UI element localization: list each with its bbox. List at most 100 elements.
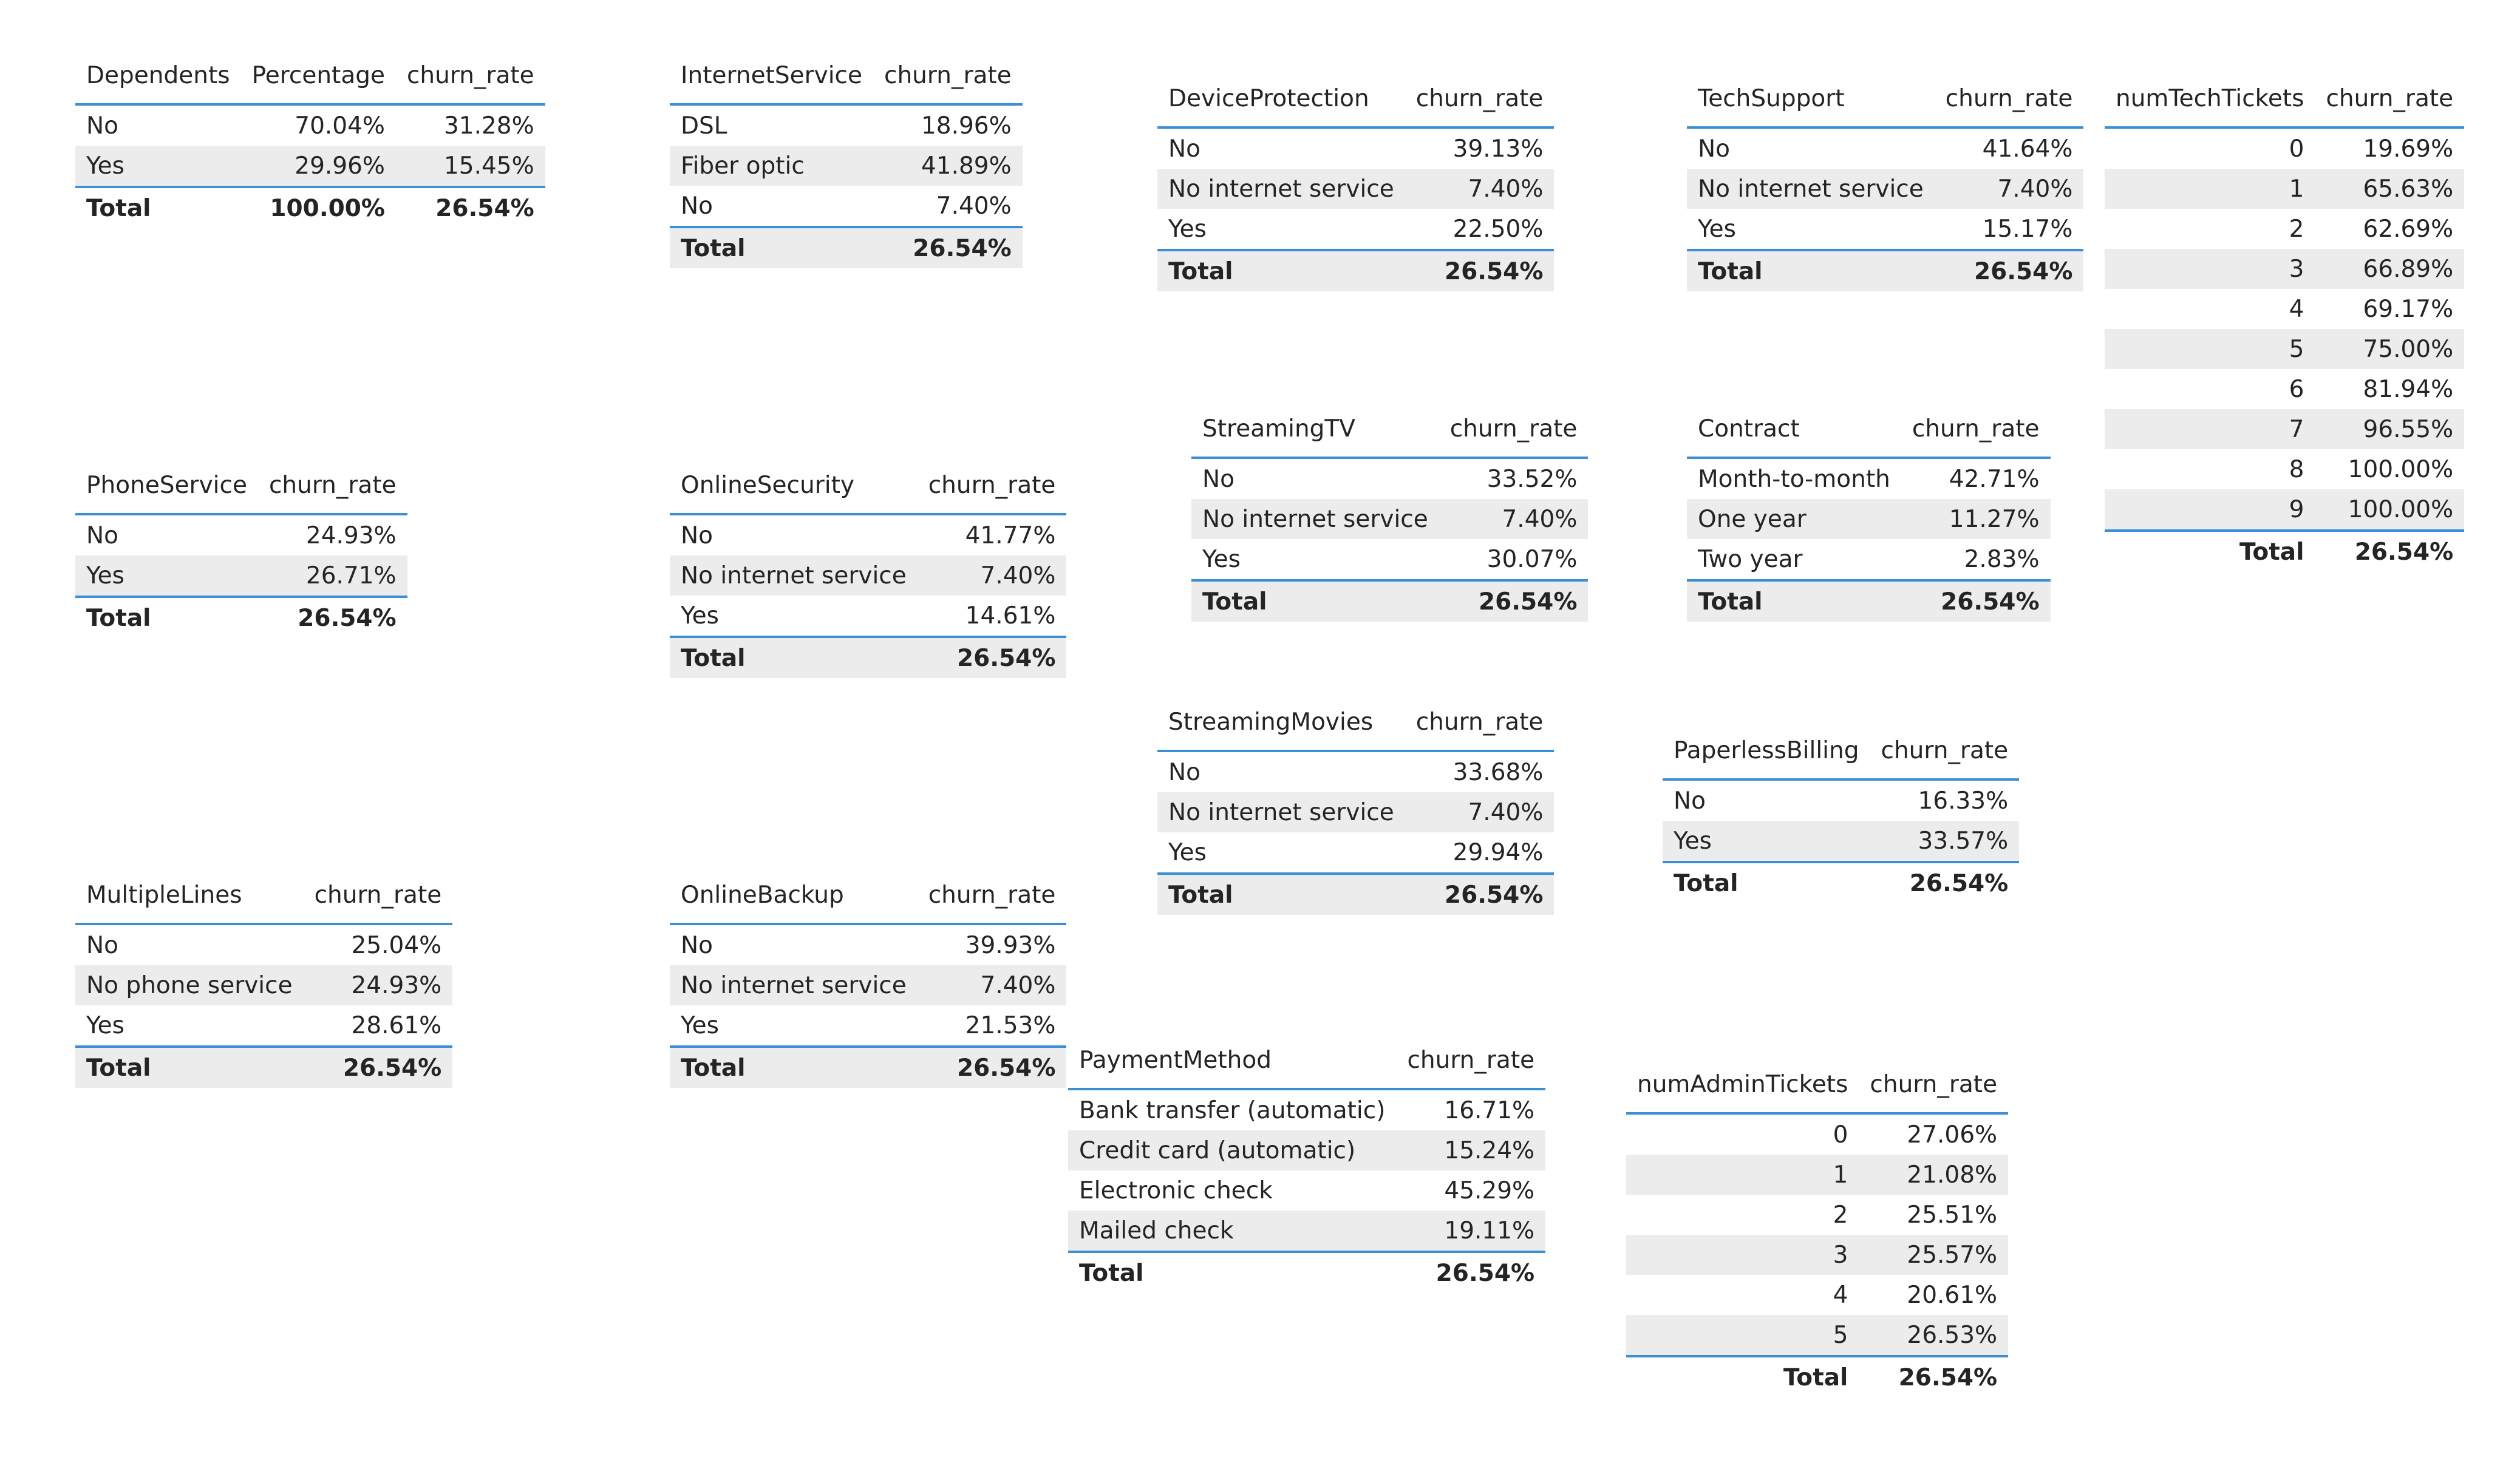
table-row: 6 81.94%	[2105, 369, 2464, 409]
table-row: No 41.77%	[670, 514, 1066, 555]
column-header[interactable]: PhoneService	[75, 457, 258, 515]
table-row: Yes 14.61%	[670, 596, 1066, 637]
column-header[interactable]: churn_rate	[1870, 722, 2020, 781]
cell: 26.54%	[1405, 249, 1555, 291]
column-header[interactable]: churn_rate	[1405, 694, 1555, 752]
table-row: No 24.93%	[75, 514, 407, 555]
cell: 11.27%	[1901, 499, 2051, 539]
column-header[interactable]: OnlineBackup	[670, 867, 918, 925]
cell: 62.69%	[2363, 215, 2454, 243]
total-row: Total 26.54%	[670, 1045, 1067, 1088]
column-header[interactable]: InternetService	[670, 47, 873, 106]
cell: 7.40%	[936, 192, 1012, 220]
column-header[interactable]: DeviceProtection	[1157, 70, 1405, 129]
cell: 28.61%	[351, 1011, 442, 1039]
cell: 25.04%	[351, 931, 442, 959]
table-row: 0 19.69%	[2105, 127, 2464, 169]
cell: No internet service	[1157, 792, 1405, 832]
column-header[interactable]: StreamingTV	[1191, 401, 1439, 459]
column-header[interactable]: churn_rate	[395, 47, 545, 106]
column-header[interactable]: numAdminTickets	[1626, 1056, 1859, 1115]
cell: No	[681, 192, 713, 220]
table-row: 3 66.89%	[2105, 249, 2465, 289]
column-header[interactable]: churn_rate	[2315, 70, 2465, 129]
column-header[interactable]: StreamingMovies	[1157, 694, 1405, 752]
cell: 9	[2105, 489, 2315, 531]
column-header[interactable]: OnlineSecurity	[670, 457, 918, 515]
column-header[interactable]: numTechTickets	[2105, 70, 2315, 129]
table-row: Two year 2.83%	[1687, 539, 2051, 580]
table-row: Yes 15.17%	[1687, 209, 2083, 250]
num-admin-tickets-table: numAdminTickets churn_rate 0 27.06% 1 21…	[1626, 1056, 2009, 1398]
cell: Total	[1687, 249, 1935, 291]
cell: Yes	[681, 602, 719, 630]
column-header[interactable]: churn_rate	[1934, 70, 2084, 129]
cell: Total	[75, 596, 258, 638]
cell: Total	[670, 636, 918, 678]
column-header[interactable]: Contract	[1687, 401, 1901, 459]
column-header[interactable]: churn_rate	[1859, 1056, 2009, 1115]
column-header[interactable]: churn_rate	[303, 867, 453, 925]
column-header[interactable]: Dependents	[75, 47, 241, 106]
column-header[interactable]: churn_rate	[873, 47, 1023, 106]
dependents-table: Dependents Percentage churn_rate No 70.0…	[75, 47, 545, 228]
column-header[interactable]: TechSupport	[1687, 70, 1935, 129]
cell: 41.77%	[965, 521, 1056, 549]
cell: 69.17%	[2363, 295, 2454, 323]
cell: No	[1674, 787, 1706, 815]
cell: No	[681, 521, 713, 549]
column-header[interactable]: churn_rate	[1396, 1032, 1546, 1090]
column-header[interactable]: churn_rate	[917, 457, 1067, 515]
cell: 26.54%	[873, 226, 1023, 268]
device-protection-table: DeviceProtection churn_rate No 39.13% No…	[1157, 70, 1555, 291]
column-header[interactable]: PaperlessBilling	[1663, 722, 1870, 781]
cell: No	[1698, 135, 1731, 163]
cell: Total	[1626, 1355, 1859, 1398]
multiple-lines-table: MultipleLines churn_rate No 25.04% No ph…	[75, 867, 453, 1088]
cell: 2	[2289, 215, 2304, 243]
cell: 15.17%	[1982, 215, 2073, 243]
cell: 26.71%	[257, 555, 407, 597]
cell: Total	[670, 226, 873, 268]
cell: 26.54%	[917, 636, 1067, 678]
table-row: 2 25.51%	[1626, 1195, 2008, 1235]
cell: 0	[1833, 1121, 1848, 1149]
cell: 7.40%	[1405, 792, 1555, 832]
cell: No	[681, 931, 713, 959]
paperless-billing-table: PaperlessBilling churn_rate No 16.33% Ye…	[1663, 722, 2020, 903]
total-row: Total 26.54%	[1157, 872, 1555, 915]
total-row: Total 26.54%	[75, 596, 407, 638]
cell: Total	[1157, 249, 1405, 291]
cell: No internet service	[1191, 499, 1439, 539]
cell: No	[1168, 135, 1201, 163]
column-header[interactable]: churn_rate	[1901, 401, 2051, 459]
cell: 3	[2105, 249, 2315, 289]
cell: 96.55%	[2315, 409, 2465, 449]
cell: 100.00%	[240, 186, 396, 228]
table-row: No 33.52%	[1191, 458, 1588, 499]
cell: 39.93%	[965, 931, 1056, 959]
cell: No	[86, 931, 119, 959]
table-row: Electronic check 45.29%	[1068, 1170, 1545, 1211]
cell: 7.40%	[1934, 169, 2084, 209]
column-header[interactable]: churn_rate	[257, 457, 407, 515]
cell: No phone service	[75, 965, 304, 1005]
total-row: Total 26.54%	[1687, 249, 2084, 291]
column-header[interactable]: churn_rate	[917, 867, 1067, 925]
phone-service-table: PhoneService churn_rate No 24.93% Yes 26…	[75, 457, 407, 638]
cell: 5	[2105, 329, 2315, 369]
column-header[interactable]: MultipleLines	[75, 867, 304, 925]
table-row: 5 26.53%	[1626, 1315, 2009, 1356]
cell: 26.53%	[1859, 1315, 2009, 1356]
column-header[interactable]: churn_rate	[1439, 401, 1589, 459]
table-row: Credit card (automatic) 15.24%	[1068, 1130, 1546, 1170]
column-header[interactable]: churn_rate	[1405, 70, 1555, 129]
cell: Two year	[1698, 545, 1803, 573]
table-row: No 25.04%	[75, 924, 452, 965]
column-header[interactable]: Percentage	[240, 47, 396, 106]
column-header[interactable]: PaymentMethod	[1068, 1032, 1397, 1090]
cell: 81.94%	[2363, 375, 2454, 403]
table-row: No internet service 7.40%	[670, 965, 1067, 1005]
online-security-table: OnlineSecurity churn_rate No 41.77% No i…	[670, 457, 1067, 678]
cell: 21.53%	[965, 1011, 1056, 1039]
